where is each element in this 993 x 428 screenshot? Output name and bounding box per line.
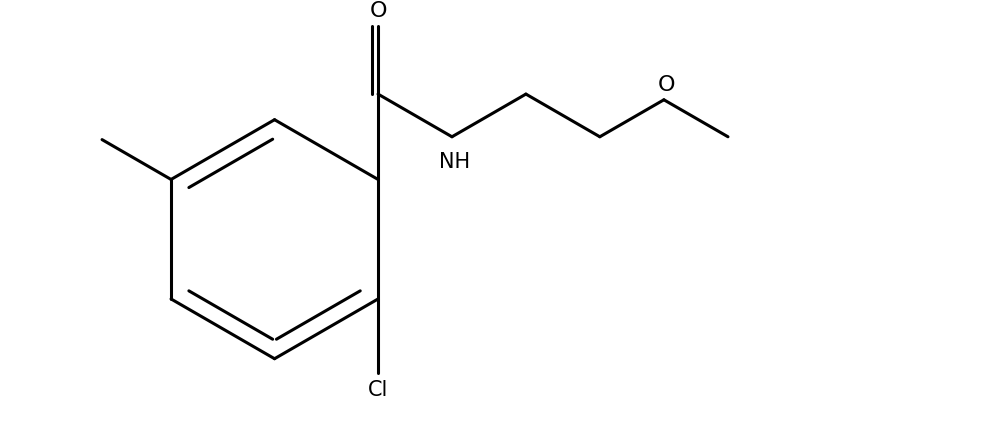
Text: NH: NH [439, 152, 470, 172]
Text: O: O [657, 75, 675, 95]
Text: Cl: Cl [367, 380, 388, 400]
Text: O: O [369, 1, 387, 21]
